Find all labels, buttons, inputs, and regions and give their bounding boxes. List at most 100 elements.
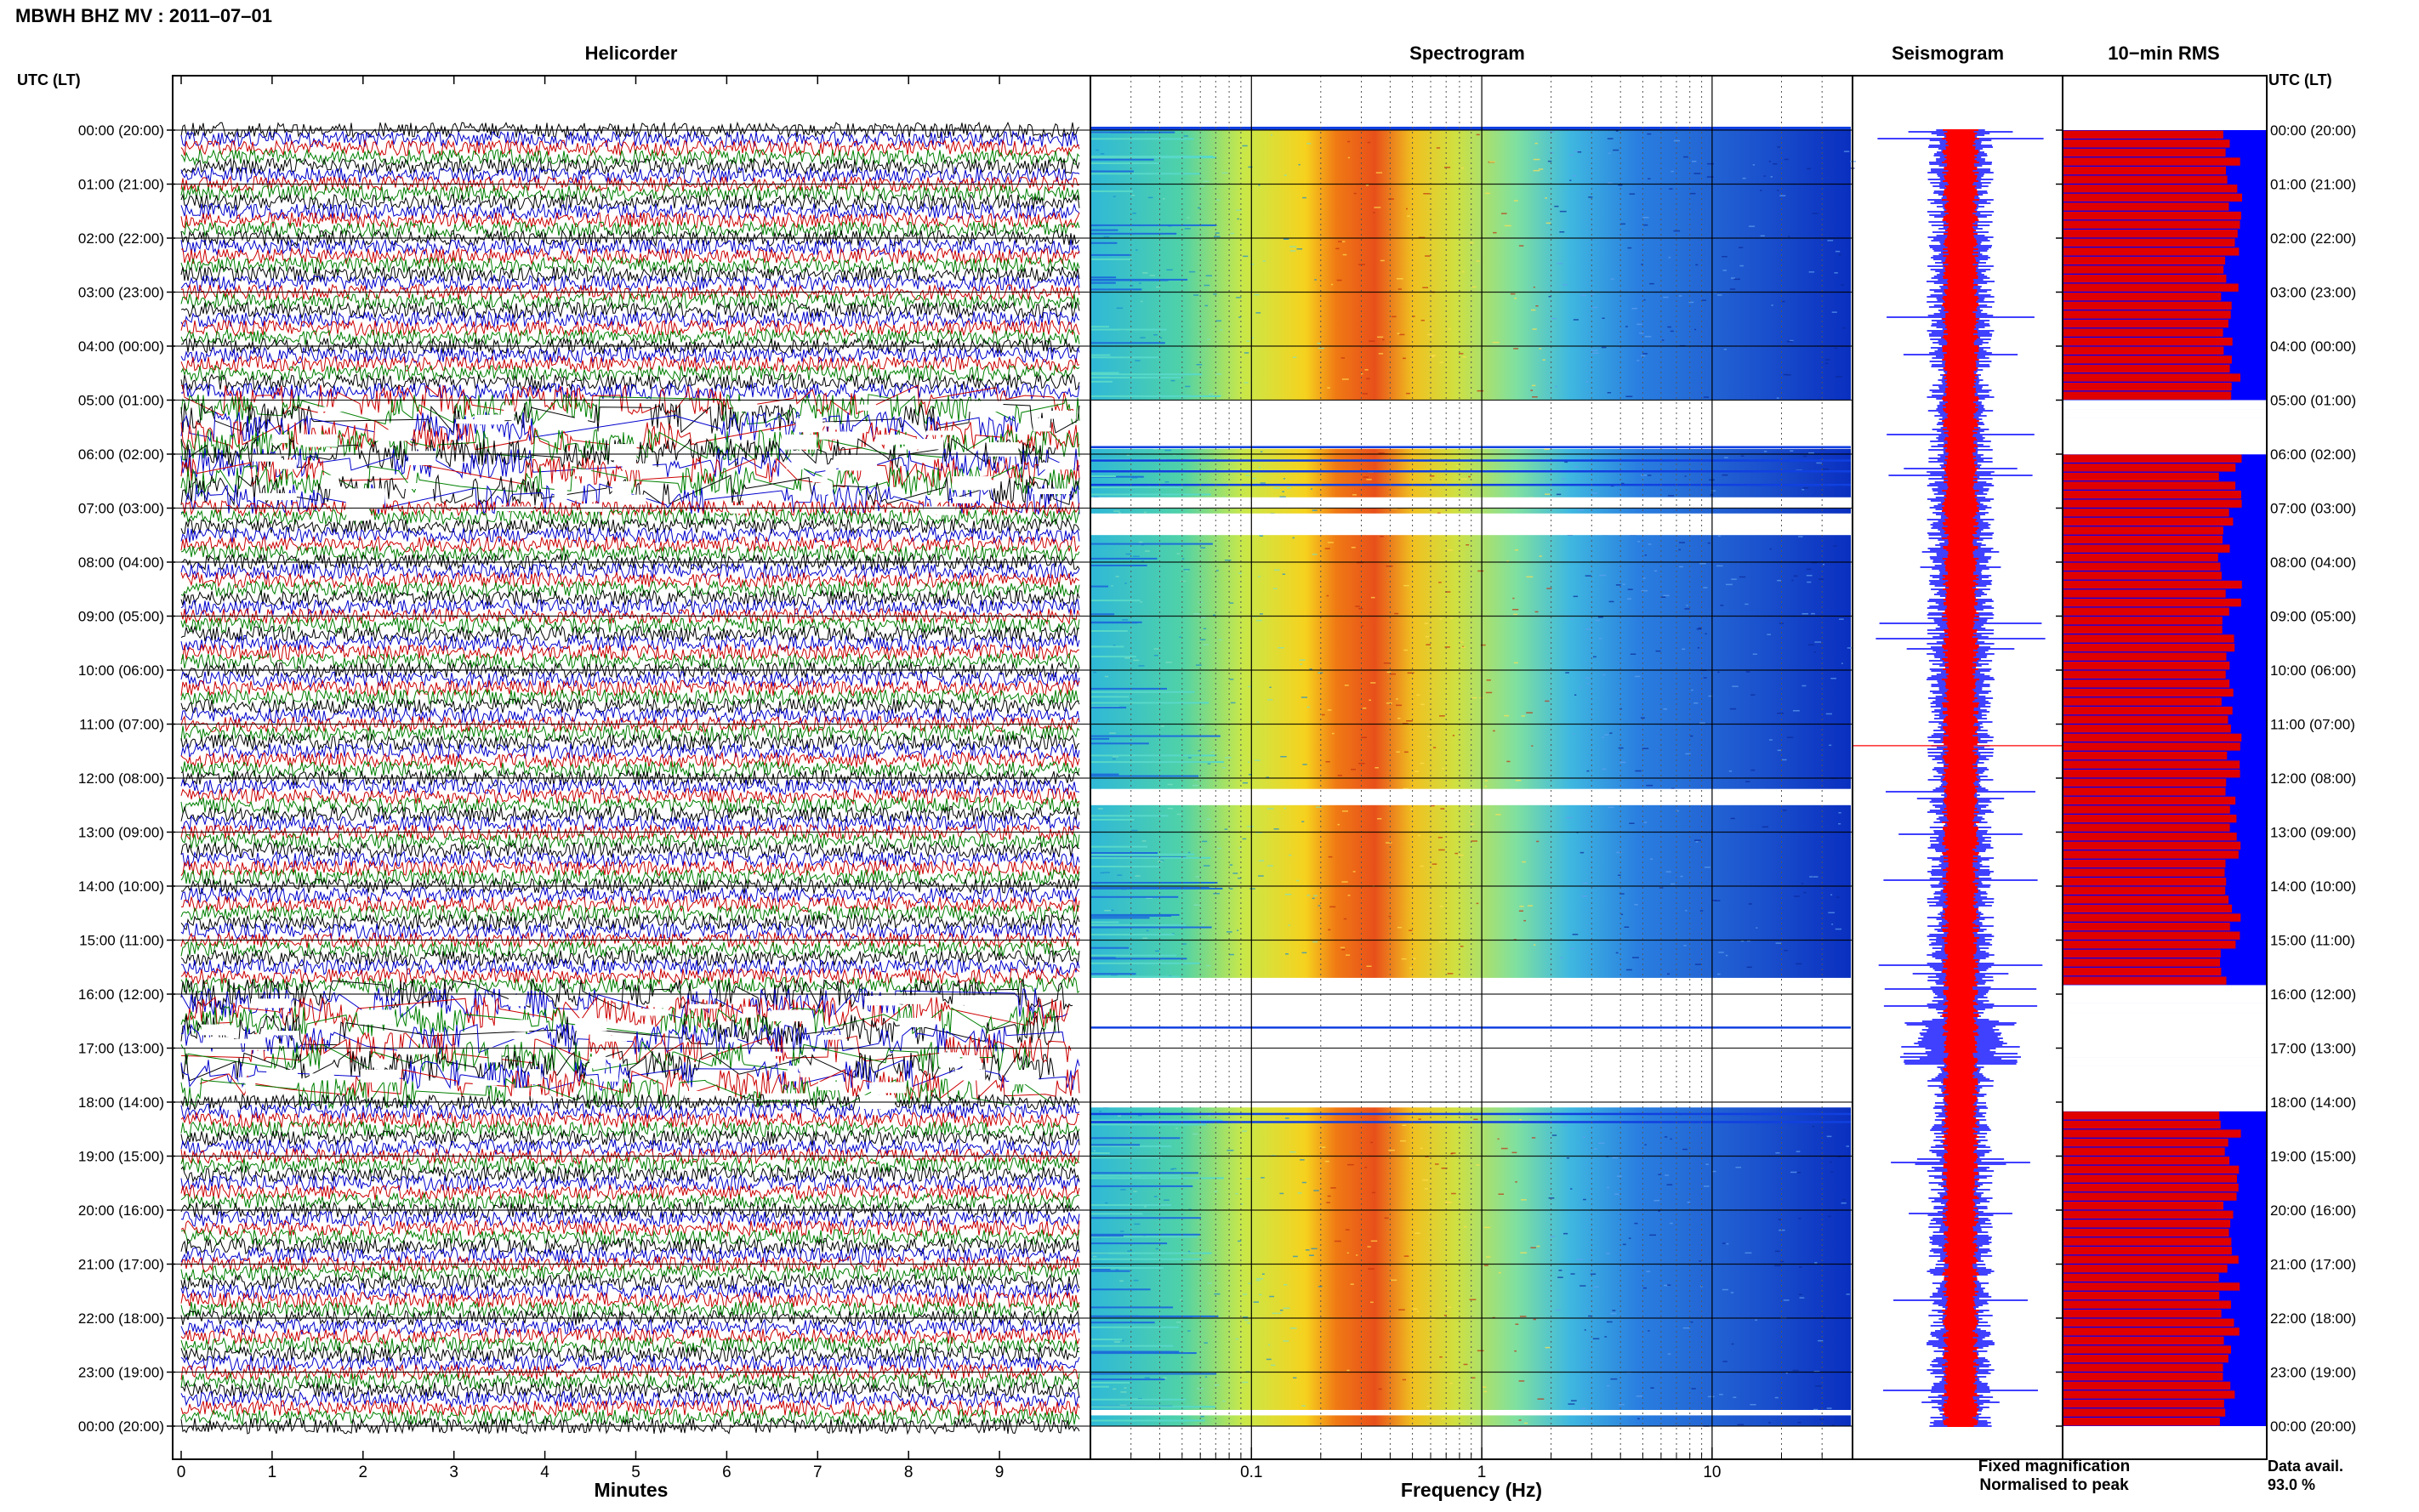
spectrogram-speckle	[1462, 356, 1466, 358]
spectrogram-stripe	[1090, 395, 1221, 397]
spectrogram-speckle	[1267, 699, 1273, 701]
spectrogram-speckle	[1585, 628, 1591, 630]
spectrogram-speckle	[1238, 316, 1241, 318]
spectrogram-speckle	[1289, 250, 1296, 252]
spectrogram-speckle	[1247, 1322, 1251, 1324]
spectrogram-speckle	[1144, 1206, 1147, 1208]
spectrogram-speckle	[1370, 1141, 1374, 1144]
spectrogram-speckle	[1449, 1383, 1453, 1384]
utc-tick-label: 20:00 (16:00)	[78, 1202, 164, 1219]
spectrogram-speckle	[1599, 574, 1607, 577]
spectrogram-speckle	[1539, 555, 1542, 557]
spectrogram-speckle	[1299, 659, 1306, 661]
spectrogram-speckle	[1685, 910, 1688, 912]
spectrogram-speckle	[1663, 296, 1669, 298]
utc-tick-label-right: 20:00 (16:00)	[2270, 1202, 2356, 1219]
helicorder-trace-line	[180, 1282, 1080, 1300]
spectrogram-speckle	[1133, 659, 1140, 662]
helicorder-gap	[390, 421, 407, 429]
helicorder-gap	[1009, 1070, 1039, 1085]
spectrogram-speckle	[1160, 725, 1164, 727]
rms-bar	[2063, 958, 2221, 967]
spectrogram-speckle	[1167, 808, 1174, 810]
spectrogram-speckle	[1506, 560, 1509, 562]
spectrogram-speckle	[1740, 455, 1745, 457]
helicorder-gap	[729, 505, 748, 514]
spectrogram-speckle	[1658, 1210, 1660, 1212]
spectrogram-speckle	[1774, 1265, 1781, 1267]
spectrogram-speckle	[1686, 605, 1688, 606]
helicorder-gap	[899, 1017, 936, 1027]
spectrogram-speckle	[1690, 1321, 1693, 1323]
spectrogram-speckle	[1460, 478, 1467, 480]
spectrogram-speckle	[1401, 958, 1407, 960]
helicorder-trace-line	[180, 1101, 1080, 1121]
spectrogram-stripe	[1090, 475, 1116, 477]
spectrogram-speckle	[1703, 1185, 1710, 1187]
spectrogram-speckle	[1500, 1147, 1508, 1150]
spectrogram-speckle	[1518, 1419, 1522, 1421]
utc-right-label: UTC (LT)	[2268, 71, 2332, 88]
spectrogram-speckle	[1471, 840, 1477, 842]
spectrogram-speckle	[1258, 466, 1261, 469]
spectrogram-speckle	[1131, 477, 1138, 479]
spectrogram-speckle	[1632, 957, 1639, 958]
spectrogram-speckle	[1642, 577, 1646, 579]
helicorder-gap	[504, 405, 515, 421]
spectrogram-speckle	[1113, 510, 1120, 512]
spectrogram-speckle	[1518, 245, 1524, 247]
spectrogram-speckle	[1461, 646, 1466, 648]
spectrogram-speckle	[1716, 294, 1722, 296]
spectrogram-speckle	[1361, 372, 1363, 375]
spectrogram-stripe	[1090, 921, 1119, 924]
spectrogram-speckle	[1232, 873, 1238, 874]
rms-bar	[2063, 391, 2232, 400]
helicorder-trace-line	[180, 571, 1080, 589]
spectrogram-speckle	[1384, 1217, 1389, 1219]
utc-tick-label: 01:00 (21:00)	[78, 177, 164, 193]
rms-bar	[2063, 823, 2230, 832]
spectrogram-speckle	[1548, 296, 1551, 298]
rms-bar	[2063, 976, 2227, 985]
utc-tick-label: 10:00 (06:00)	[78, 662, 164, 679]
spectrogram-speckle	[1739, 576, 1746, 578]
spectrogram-speckle	[1526, 576, 1534, 578]
spectrogram-stripe	[1090, 131, 1175, 134]
spectrogram-speckle	[1534, 142, 1538, 145]
spectrogram-speckle	[1694, 328, 1697, 331]
spectrogram-speckle	[1194, 778, 1199, 781]
spectrogram-speckle	[1642, 747, 1649, 749]
spectrogram-stripe	[1090, 276, 1117, 279]
spectrogram-speckle	[1814, 1385, 1822, 1387]
rms-bar	[2063, 346, 2224, 355]
spectrogram-speckle	[1733, 1396, 1737, 1398]
spectrogram-speckle	[1207, 763, 1211, 765]
helicorder-gap	[203, 1037, 234, 1049]
spectrogram-speckle	[1338, 241, 1342, 242]
spectrogram-speckle	[1699, 1260, 1701, 1262]
spectrogram-stripe	[1090, 1157, 1163, 1159]
spectrogram-speckle	[1245, 475, 1250, 476]
spectrogram-speckle	[1327, 709, 1332, 711]
rms-bar	[2063, 247, 2240, 256]
spectrogram-speckle	[1429, 475, 1435, 477]
rms-bar	[2063, 1120, 2221, 1129]
spectrogram-speckle	[1249, 774, 1252, 776]
spectrogram-speckle	[1488, 161, 1495, 163]
spectrogram-speckle	[1390, 1279, 1397, 1282]
spectrogram-speckle	[1466, 544, 1470, 546]
spectrogram-speckle	[1261, 1177, 1265, 1179]
spectrogram-speckle	[1735, 1167, 1741, 1168]
spectrogram-speckle	[1813, 1408, 1819, 1411]
rms-bar	[2063, 1157, 2230, 1165]
utc-tick-label-right: 00:00 (20:00)	[2270, 1418, 2356, 1435]
rms-bar	[2063, 617, 2223, 625]
rms-bar	[2063, 220, 2240, 229]
spectrogram-speckle	[1667, 973, 1670, 975]
helicorder-trace-line	[180, 787, 1080, 805]
spectrogram-speckle	[1164, 449, 1172, 452]
spectrogram-speckle	[1818, 1339, 1824, 1342]
rms-bar	[2063, 1138, 2228, 1147]
spectrogram-speckle	[1661, 339, 1665, 341]
helicorder-trace-line	[180, 1236, 1080, 1255]
